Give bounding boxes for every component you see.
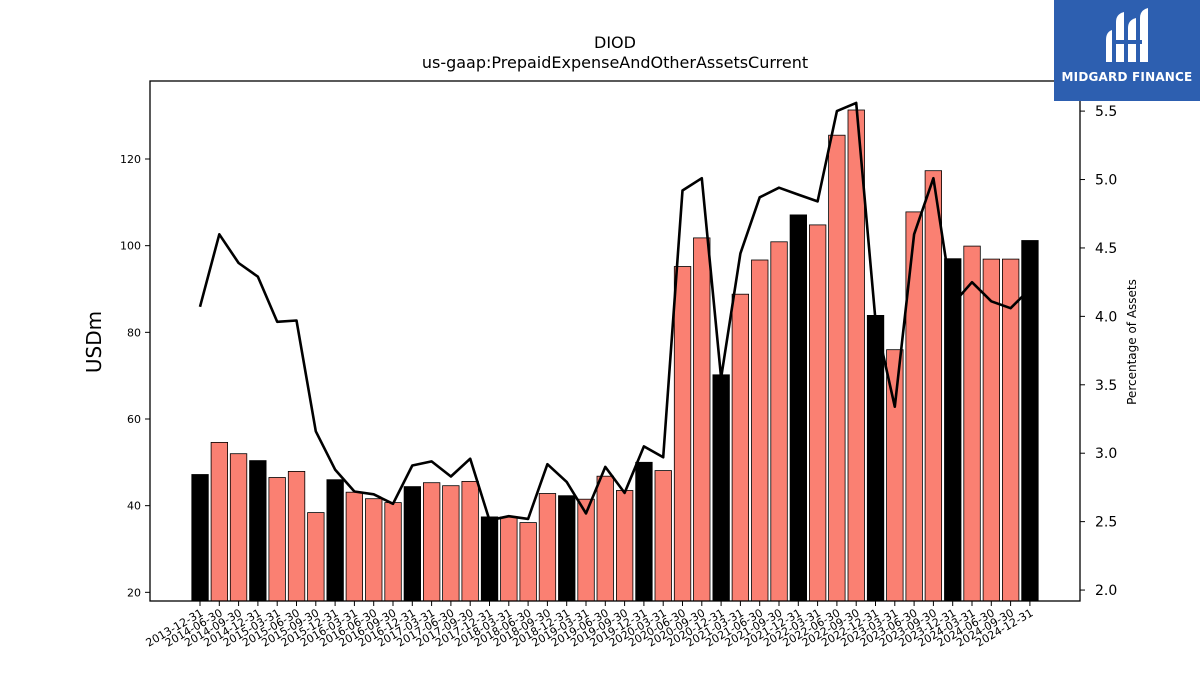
- logo-text: MIDGARD FINANCE: [1061, 70, 1193, 84]
- bar-2024-03-31: [963, 245, 981, 602]
- left-axis-ticks: 20 40 60 80 100 120: [120, 153, 150, 599]
- bar-2020-09-30: [693, 237, 711, 602]
- chart-subtitle: us-gaap:PrepaidExpenseAndOtherAssetsCurr…: [422, 53, 808, 72]
- bar-2015-12-31: [326, 479, 344, 602]
- bar-2016-03-31: [345, 491, 364, 602]
- y-tick-label: 60: [127, 413, 141, 426]
- bar-2016-06-30: [365, 498, 383, 602]
- y-tick-label: 20: [127, 586, 141, 599]
- midgard-logo-icon: [1106, 8, 1148, 62]
- right-axis-ticks: 2.0 2.5 3.0 3.5 4.0 4.5 5.0 5.5: [1080, 104, 1117, 599]
- bar-2023-09-30: [924, 170, 942, 602]
- bar-2018-12-31: [558, 495, 576, 602]
- bar-2022-12-31: [866, 314, 885, 602]
- y-tick-label: 80: [127, 326, 141, 339]
- bar-2022-03-31: [809, 224, 827, 602]
- y2-tick-label: 2.0: [1095, 583, 1117, 599]
- x-axis-ticks: 2013-12-312014-06-302014-09-302014-12-31…: [144, 601, 1035, 650]
- bar-2014-06-30: [210, 441, 229, 602]
- bar-2014-09-30: [229, 453, 248, 602]
- bar-2021-03-31: [731, 293, 749, 602]
- y2-tick-label: 3.0: [1095, 446, 1117, 462]
- bar-2024-06-30: [982, 258, 1000, 602]
- bar-2019-12-31: [635, 461, 653, 602]
- y-tick-label: 40: [127, 500, 141, 513]
- y-tick-label: 100: [120, 240, 141, 253]
- bar-2015-03-31: [268, 477, 286, 602]
- y2-axis-label: Percentage of Assets: [1125, 279, 1139, 405]
- percentage-line: [198, 101, 1031, 522]
- y2-tick-label: 3.5: [1095, 378, 1117, 394]
- y2-tick-label: 5.5: [1095, 104, 1117, 120]
- bar-2020-06-30: [673, 266, 692, 602]
- bar-2019-09-30: [616, 490, 634, 602]
- bar-2017-06-30: [442, 485, 460, 602]
- bar-2022-06-30: [828, 134, 846, 602]
- bar-2017-12-31: [480, 516, 499, 602]
- bar-2017-09-30: [461, 480, 479, 602]
- bar-2024-09-30: [1002, 258, 1020, 602]
- bar-2021-09-30: [770, 241, 788, 602]
- bar-2016-09-30: [384, 502, 402, 602]
- bar-2018-06-30: [519, 522, 537, 602]
- brand-logo: MIDGARD FINANCE: [1054, 0, 1200, 101]
- bar-2018-09-30: [538, 493, 557, 602]
- bar-2018-03-31: [500, 516, 518, 602]
- plot-frame: [149, 80, 1081, 602]
- bar-2017-03-31: [422, 482, 441, 602]
- bar-2022-09-30: [847, 109, 865, 602]
- y2-tick-label: 4.0: [1095, 309, 1117, 325]
- bar-2023-03-31: [886, 349, 904, 602]
- y-axis-label: USDm: [82, 311, 106, 373]
- y2-tick-label: 5.0: [1095, 173, 1117, 189]
- bar-2016-12-31: [403, 486, 422, 602]
- y2-tick-label: 2.5: [1095, 515, 1117, 531]
- bar-2015-09-30: [307, 512, 325, 602]
- bar-2021-12-31: [789, 214, 807, 602]
- bar-2014-12-31: [249, 460, 267, 602]
- bar-group: [191, 109, 1039, 602]
- bar-2023-12-31: [944, 258, 962, 602]
- y2-tick-label: 4.5: [1095, 241, 1117, 257]
- line-group: [198, 101, 1031, 522]
- bar-2021-06-30: [751, 259, 769, 602]
- bar-2015-06-30: [287, 470, 306, 602]
- bar-2023-06-30: [905, 211, 923, 602]
- bar-2020-12-31: [712, 374, 730, 602]
- chart-title: DIOD: [594, 33, 636, 52]
- bar-2020-03-31: [654, 470, 672, 602]
- bar-2013-12-31: [191, 474, 209, 602]
- y-tick-label: 120: [120, 153, 141, 166]
- bar-2019-06-30: [596, 475, 614, 602]
